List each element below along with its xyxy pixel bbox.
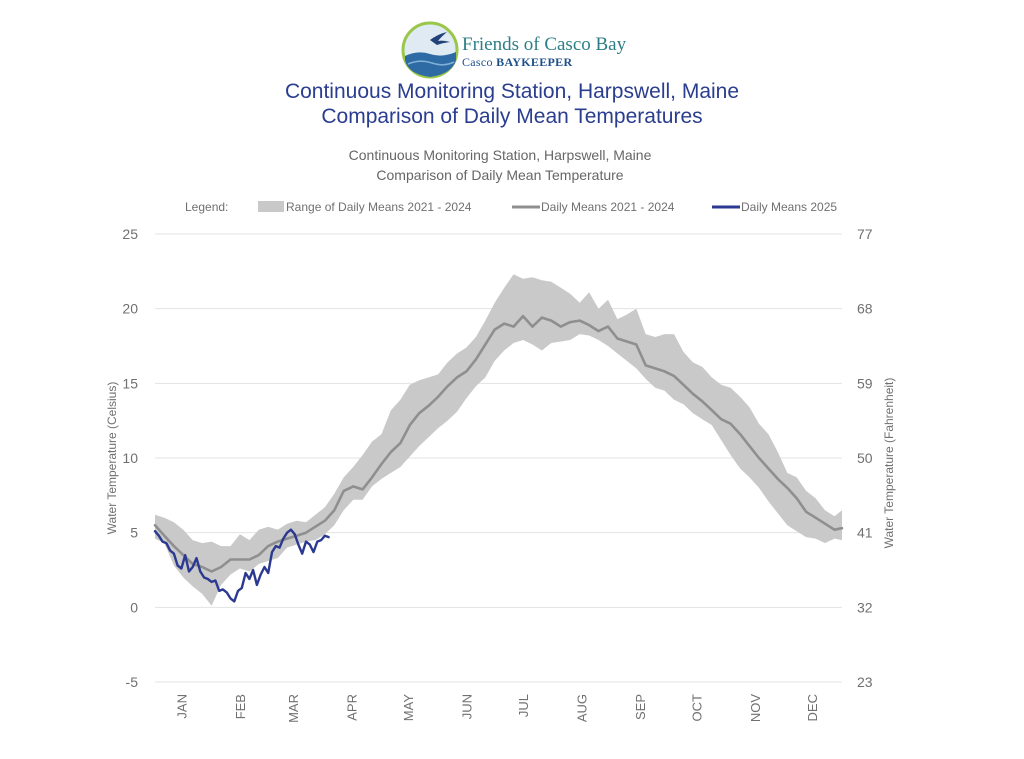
y-axis-title: Water Temperature (Celsius) — [105, 382, 119, 535]
chart-subtitle-line2: Comparison of Daily Mean Temperature — [376, 167, 624, 183]
legend-swatch-range — [258, 201, 284, 212]
historical-mean-line — [153, 314, 844, 573]
x-tick-label: JUL — [516, 694, 531, 717]
y-tick-label: 25 — [122, 226, 138, 242]
y-tick-label: 20 — [122, 301, 138, 317]
legend-label: Legend: — [185, 200, 228, 214]
y-right-tick-label: 77 — [857, 226, 873, 242]
x-tick-label: JAN — [174, 694, 189, 719]
legend-entry-range: Range of Daily Means 2021 - 2024 — [286, 200, 472, 214]
y-tick-label: 0 — [130, 599, 138, 615]
y-tick-label: 10 — [122, 450, 138, 466]
current-year-layer — [153, 528, 330, 603]
x-tick-label: SEP — [633, 694, 648, 720]
x-tick-label: APR — [344, 694, 359, 721]
current-year-line — [153, 528, 330, 603]
y-right-axis-title: Water Temperature (Fahrenheit) — [882, 378, 896, 549]
brand-tagline-prefix: Casco — [462, 55, 497, 69]
y-right-tick-label: 59 — [857, 375, 873, 391]
range-band-layer — [155, 274, 842, 606]
x-tick-label: AUG — [575, 694, 590, 722]
axes: -5 23 0 32 5 41 10 50 15 59 20 68 25 77 JAN FEB MAR APR MA… — [105, 226, 896, 723]
x-tick-label: JUN — [459, 694, 474, 719]
x-tick-label: FEB — [233, 694, 248, 719]
x-tick-label: OCT — [690, 694, 705, 722]
range-band — [155, 274, 842, 606]
y-right-tick-label: 23 — [857, 674, 873, 690]
y-right-tick-label: 41 — [857, 525, 873, 541]
x-tick-label: MAY — [401, 694, 416, 722]
brand-logo: Friends of Casco Bay Casco BAYKEEPER — [400, 20, 640, 82]
x-tick-label: DEC — [805, 694, 820, 721]
y-tick-label: -5 — [126, 674, 139, 690]
y-right-tick-label: 68 — [857, 301, 873, 317]
gridlines — [155, 233, 842, 683]
chart-subtitle: Continuous Monitoring Station, Harpswell… — [348, 147, 652, 163]
seabird-over-waves-icon — [401, 21, 459, 79]
brand-name: Friends of Casco Bay — [462, 34, 627, 55]
x-tick-label: MAR — [286, 694, 301, 723]
legend-entry-mean: Daily Means 2021 - 2024 — [541, 200, 675, 214]
y-right-tick-label: 32 — [857, 599, 873, 615]
y-tick-label: 15 — [122, 375, 138, 391]
brand-tagline-emphasis: BAYKEEPER — [496, 55, 573, 69]
page-title-line2: Comparison of Daily Mean Temperatures — [321, 105, 703, 128]
legend-entry-current: Daily Means 2025 — [741, 200, 837, 214]
x-tick-label: NOV — [748, 694, 763, 723]
historical-mean-layer — [153, 314, 844, 573]
legend: Legend: Range of Daily Means 2021 - 2024 D… — [185, 200, 837, 214]
y-right-tick-label: 50 — [857, 450, 873, 466]
y-tick-label: 5 — [130, 525, 138, 541]
brand-tagline: Casco BAYKEEPER — [462, 55, 572, 70]
page-title: Continuous Monitoring Station, Harpswell… — [284, 80, 740, 103]
